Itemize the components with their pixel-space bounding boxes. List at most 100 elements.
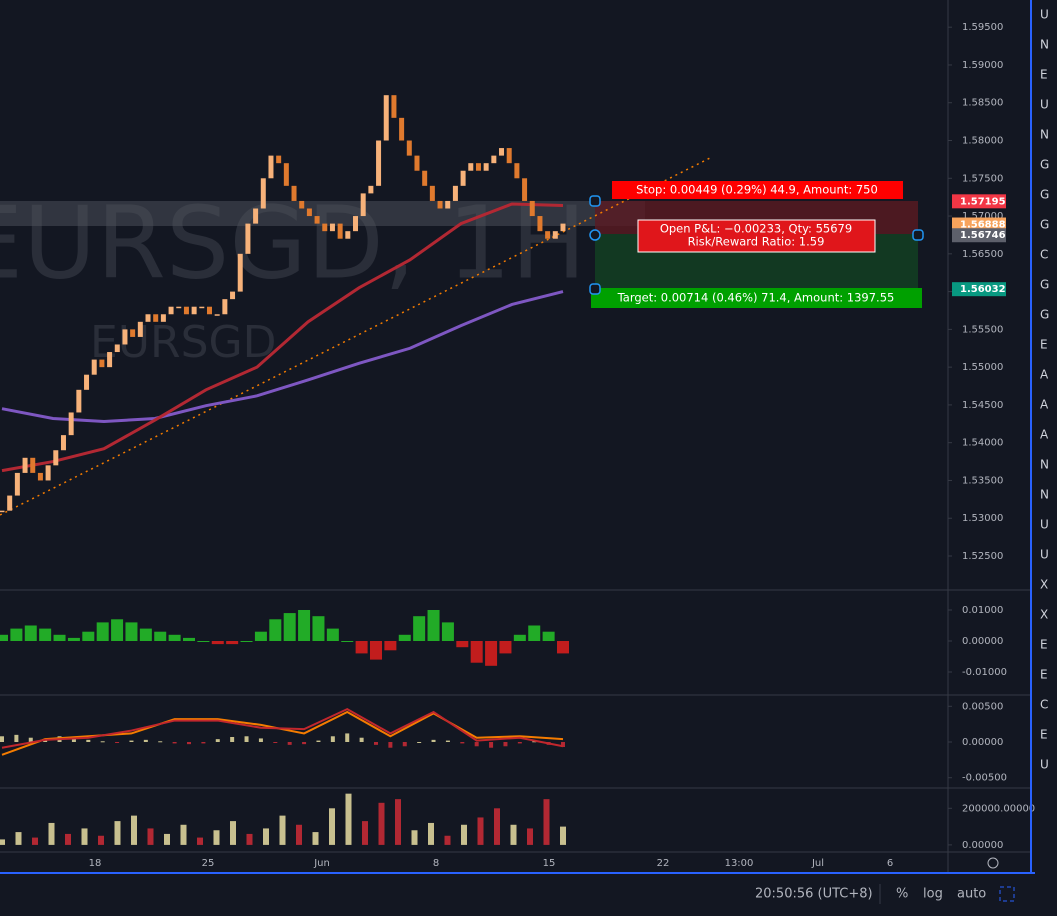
histogram-bar bbox=[485, 641, 498, 666]
candle bbox=[176, 306, 182, 309]
price-tag bbox=[952, 194, 1006, 209]
sidebar-item[interactable]: A bbox=[1040, 428, 1049, 442]
candle bbox=[376, 140, 382, 186]
histogram-bar bbox=[226, 641, 239, 645]
sidebar-item[interactable]: C bbox=[1040, 248, 1048, 262]
sidebar-item[interactable]: U bbox=[1040, 758, 1049, 772]
sidebar-item[interactable]: E bbox=[1040, 68, 1048, 82]
handle[interactable] bbox=[912, 229, 924, 241]
candle bbox=[99, 359, 105, 368]
x-tick-label: 18 bbox=[89, 858, 102, 869]
histogram-bar bbox=[460, 742, 465, 744]
histogram-bar bbox=[517, 742, 522, 744]
sidebar-item[interactable]: U bbox=[1040, 548, 1049, 562]
candle bbox=[314, 216, 320, 224]
fullscreen-icon[interactable] bbox=[999, 886, 1015, 902]
auto-toggle[interactable]: auto bbox=[957, 887, 986, 902]
x-tick-label: Jun bbox=[313, 858, 330, 869]
sidebar-item[interactable]: G bbox=[1040, 278, 1049, 292]
candle bbox=[483, 163, 489, 171]
sidebar-item[interactable]: N bbox=[1040, 38, 1049, 52]
sidebar-item[interactable]: N bbox=[1040, 128, 1049, 142]
sidebar-item[interactable]: A bbox=[1040, 368, 1049, 382]
stop-label: Stop: 0.00449 (0.29%) 44.9, Amount: 750 bbox=[636, 183, 878, 197]
histogram-bar bbox=[388, 742, 393, 748]
histogram-bar bbox=[125, 622, 138, 641]
sidebar-item[interactable]: G bbox=[1040, 218, 1049, 232]
log-toggle[interactable]: log bbox=[923, 887, 943, 902]
sidebar-item[interactable]: E bbox=[1040, 338, 1048, 352]
sidebar-item[interactable]: C bbox=[1040, 698, 1048, 712]
histogram-bar bbox=[542, 631, 555, 641]
candle bbox=[452, 185, 458, 201]
sidebar-item[interactable]: X bbox=[1040, 578, 1048, 592]
sidebar-item[interactable]: E bbox=[1040, 728, 1048, 742]
rr-label: Risk/Reward Ratio: 1.59 bbox=[688, 235, 825, 249]
histogram-bar bbox=[158, 741, 163, 743]
histogram-bar bbox=[513, 634, 526, 641]
histogram-bar bbox=[129, 740, 134, 742]
candle bbox=[22, 457, 28, 473]
histogram-bar bbox=[378, 802, 385, 845]
sidebar-item[interactable]: A bbox=[1040, 398, 1049, 412]
histogram-bar bbox=[395, 799, 401, 845]
sidebar-item[interactable]: U bbox=[1040, 8, 1049, 22]
histogram-bar bbox=[39, 628, 52, 641]
sidebar-item[interactable]: G bbox=[1040, 158, 1049, 172]
histogram-bar bbox=[296, 824, 302, 845]
histogram-bar bbox=[0, 634, 8, 641]
y-tick-label: 1.56500 bbox=[962, 249, 1003, 260]
price-tag bbox=[952, 217, 1006, 232]
x-tick-label: 22 bbox=[657, 858, 670, 869]
histogram-bar bbox=[71, 737, 76, 742]
handle[interactable] bbox=[589, 283, 601, 295]
sidebar-item[interactable]: E bbox=[1040, 638, 1048, 652]
candle bbox=[191, 306, 197, 315]
clock: 20:50:56 (UTC+8) bbox=[755, 887, 873, 902]
sidebar-item[interactable]: X bbox=[1040, 608, 1048, 622]
sidebar-item[interactable]: U bbox=[1040, 518, 1049, 532]
histogram-bar bbox=[131, 815, 137, 845]
sidebar-item[interactable]: N bbox=[1040, 488, 1049, 502]
histogram-bar bbox=[557, 641, 569, 654]
trend-line[interactable] bbox=[0, 156, 713, 516]
candle bbox=[53, 450, 59, 466]
y-tick-label: 1.54000 bbox=[962, 438, 1003, 449]
histogram-bar bbox=[246, 833, 253, 845]
histogram-bar bbox=[417, 742, 422, 743]
histogram-bar bbox=[298, 609, 311, 641]
histogram-bar bbox=[330, 736, 335, 742]
candle bbox=[14, 472, 20, 496]
histogram-bar bbox=[28, 737, 33, 742]
histogram-bar bbox=[0, 839, 5, 845]
sidebar-item[interactable]: G bbox=[1040, 308, 1049, 322]
candle bbox=[68, 412, 74, 436]
candle bbox=[345, 231, 351, 239]
histogram-bar bbox=[345, 793, 352, 845]
sidebar-item[interactable]: N bbox=[1040, 458, 1049, 472]
histogram-bar bbox=[532, 741, 537, 743]
histogram-bar bbox=[187, 742, 191, 745]
histogram-bar bbox=[477, 817, 484, 845]
sidebar-item[interactable]: G bbox=[1040, 188, 1049, 202]
candle bbox=[214, 314, 220, 316]
histogram-bar bbox=[143, 739, 148, 742]
histogram-bar bbox=[341, 641, 354, 642]
histogram-bar bbox=[111, 619, 124, 641]
histogram-bar bbox=[528, 625, 541, 641]
candle bbox=[429, 185, 435, 201]
handle[interactable] bbox=[589, 229, 601, 241]
candle bbox=[45, 465, 51, 481]
x-tick-label: Jul bbox=[811, 858, 824, 869]
y-tick-label: 1.53000 bbox=[962, 513, 1003, 524]
sidebar-item[interactable]: U bbox=[1040, 98, 1049, 112]
percent-toggle[interactable]: % bbox=[896, 887, 908, 902]
sidebar-item[interactable]: E bbox=[1040, 668, 1048, 682]
handle[interactable] bbox=[589, 195, 601, 207]
y-tick-label: -0.01000 bbox=[962, 667, 1007, 678]
histogram-bar bbox=[244, 736, 249, 742]
settings-icon[interactable] bbox=[987, 857, 999, 869]
candle bbox=[514, 163, 520, 179]
candle bbox=[291, 185, 297, 201]
